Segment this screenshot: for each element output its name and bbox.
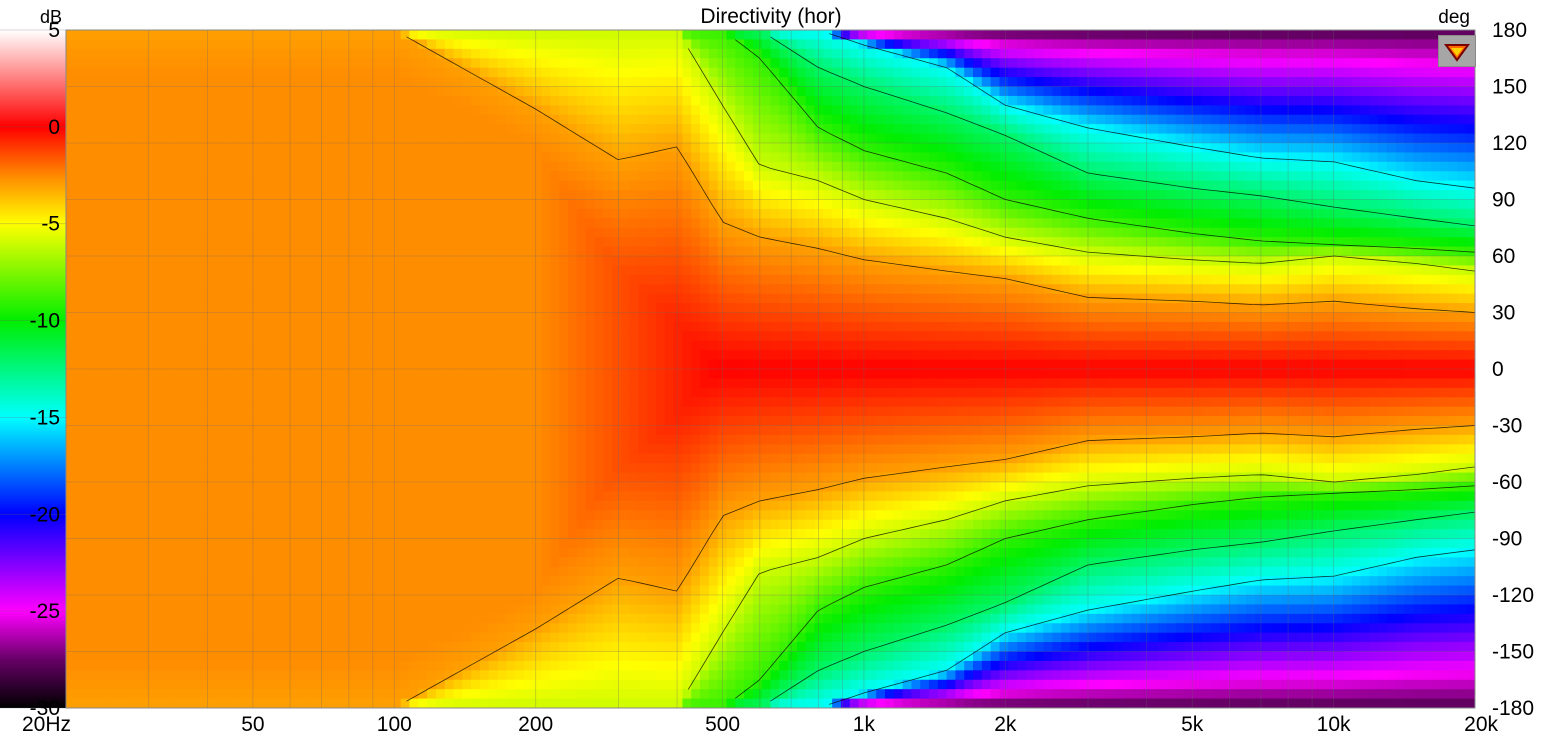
- y-tick-label: -60: [1492, 471, 1522, 494]
- x-tick-label: 2k: [994, 713, 1017, 736]
- colorbar-tick-label: -20: [30, 503, 60, 526]
- y-tick-label: -120: [1492, 584, 1534, 607]
- contour-line: [770, 511, 1475, 702]
- contour-line: [829, 549, 1475, 705]
- chart-title: Directivity (hor): [700, 5, 842, 28]
- brand-logo-icon[interactable]: [1438, 35, 1476, 67]
- y-tick-label: -90: [1492, 528, 1522, 551]
- contour-line: [406, 36, 1475, 313]
- x-tick-label: 20k: [1464, 713, 1498, 736]
- plot-frame: [65, 29, 1476, 709]
- x-tick-label: 200: [518, 713, 553, 736]
- x-tick-label: 500: [705, 713, 740, 736]
- contours: [406, 33, 1475, 705]
- y-tick-label: 150: [1492, 76, 1527, 99]
- y-tick-label: 0: [1492, 358, 1504, 381]
- colorbar-tick-label: 0: [48, 116, 60, 139]
- colorbar-tick-label: -10: [30, 310, 60, 333]
- colorbar: [0, 30, 66, 708]
- y-tick-label: 180: [1492, 19, 1527, 42]
- tick-labels: 20Hz 50 100 200 500 1k 2k 5k 10k 20k1801501209060…: [22, 19, 1534, 736]
- x-tick-label: 20Hz: [22, 713, 71, 736]
- x-tick-label: 10k: [1317, 713, 1351, 736]
- colorbar-unit-label: dB: [40, 7, 63, 27]
- y-tick-label: -30: [1492, 415, 1522, 438]
- colorbar-gradient: [0, 30, 66, 708]
- y-tick-label: -150: [1492, 641, 1534, 664]
- y-tick-label: 60: [1492, 245, 1515, 268]
- y-unit-label: deg: [1438, 7, 1470, 28]
- y-tick-label: 90: [1492, 189, 1515, 212]
- colorbar-tick-label: -15: [30, 406, 60, 429]
- x-tick-label: 100: [377, 713, 412, 736]
- contour-line: [687, 466, 1475, 690]
- x-tick-label: 5k: [1181, 713, 1204, 736]
- contour-line: [406, 425, 1475, 702]
- colorbar-tick-label: -30: [30, 697, 60, 720]
- contour-line: [829, 33, 1475, 189]
- y-tick-label: 120: [1492, 132, 1527, 155]
- contour-line: [687, 48, 1475, 272]
- x-tick-label: 50: [241, 713, 264, 736]
- y-tick-label: 30: [1492, 302, 1515, 325]
- contour-line: [770, 36, 1475, 227]
- colorbar-tick-label: -5: [41, 213, 60, 236]
- contour-line: [735, 485, 1475, 699]
- colorbar-tick-label: -25: [30, 600, 60, 623]
- x-tick-label: 1k: [853, 713, 876, 736]
- colorbar-tick-label: 5: [48, 19, 60, 42]
- y-tick-label: -180: [1492, 697, 1534, 720]
- contour-line: [735, 39, 1475, 253]
